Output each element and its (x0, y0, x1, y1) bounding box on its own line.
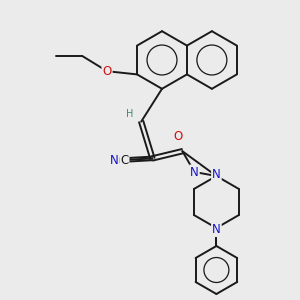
Text: N: N (212, 168, 221, 181)
Text: N: N (190, 166, 199, 178)
Text: C: C (120, 154, 128, 167)
Text: O: O (173, 130, 182, 142)
Text: H: H (126, 110, 134, 119)
Text: O: O (102, 65, 112, 78)
Text: N: N (110, 154, 118, 167)
Text: N: N (212, 223, 221, 236)
